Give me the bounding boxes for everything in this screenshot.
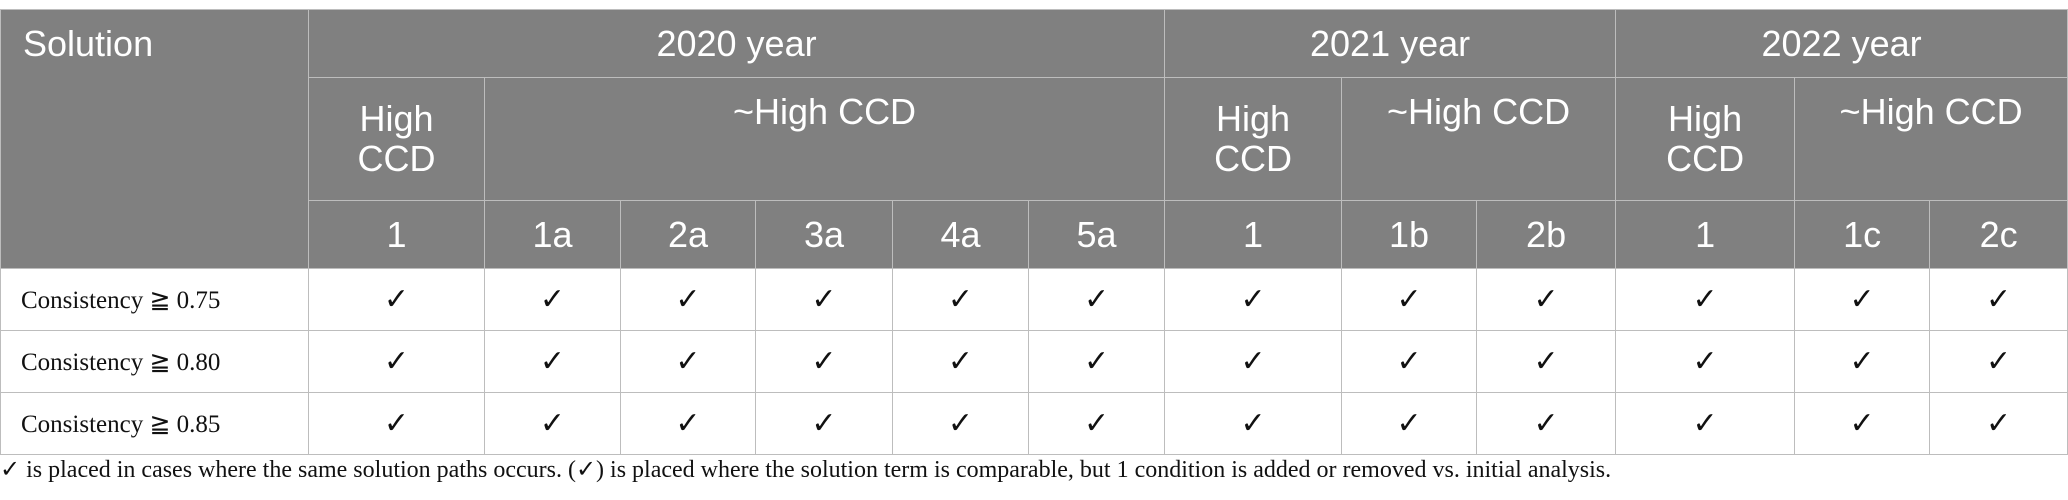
check-mark: ✓ (484, 268, 621, 331)
year-header-2022: 2022 year (1615, 9, 2068, 78)
high-ccd-header-2022: High CCD (1615, 77, 1796, 201)
year-header-2020: 2020 year (307, 9, 1166, 78)
check-mark: ✓ (1341, 268, 1478, 331)
check-mark: ✓ (1476, 392, 1617, 455)
check-mark: ✓ (484, 392, 621, 455)
check-mark: ✓ (1027, 392, 1166, 455)
check-mark: ✓ (1027, 330, 1166, 393)
row-label: Consistency ≧ 0.85 (0, 392, 309, 455)
check-mark: ✓ (1615, 268, 1796, 331)
column-header: 2c (1929, 200, 2068, 269)
check-mark: ✓ (308, 392, 485, 455)
check-mark: ✓ (1794, 330, 1931, 393)
row-label: Consistency ≧ 0.80 (0, 330, 309, 393)
column-header: 1 (1615, 200, 1796, 269)
check-mark: ✓ (1341, 392, 1478, 455)
table-row: Consistency ≧ 0.80 ✓ ✓ ✓ ✓ ✓ ✓ ✓ ✓ ✓ ✓ ✓… (0, 330, 2068, 393)
table-footnote: ✓ is placed in cases where the same solu… (0, 457, 1612, 483)
check-mark: ✓ (755, 392, 893, 455)
not-high-ccd-header-2021: ~High CCD (1341, 77, 1617, 201)
column-header: 1b (1341, 200, 1478, 269)
check-mark: ✓ (1929, 268, 2068, 331)
year-header-2021: 2021 year (1164, 9, 1617, 78)
not-high-ccd-header-2020: ~High CCD (483, 77, 1166, 201)
column-header: 1 (308, 200, 485, 269)
check-mark: ✓ (620, 392, 756, 455)
check-mark: ✓ (755, 268, 893, 331)
high-ccd-header-2021: High CCD (1164, 77, 1343, 201)
check-mark: ✓ (1476, 330, 1617, 393)
check-mark: ✓ (1341, 330, 1478, 393)
column-header: 1 (1164, 200, 1343, 269)
high-ccd-header-2020: High CCD (308, 77, 485, 201)
check-mark: ✓ (892, 330, 1029, 393)
check-mark: ✓ (892, 392, 1029, 455)
check-mark: ✓ (620, 268, 756, 331)
check-mark: ✓ (1027, 268, 1166, 331)
table-row: Consistency ≧ 0.85 ✓ ✓ ✓ ✓ ✓ ✓ ✓ ✓ ✓ ✓ ✓… (0, 392, 2068, 455)
results-table: Solution 2020 year 2021 year 2022 year H… (0, 9, 2068, 455)
check-mark: ✓ (892, 268, 1029, 331)
check-mark: ✓ (1476, 268, 1617, 331)
table-row: Consistency ≧ 0.75 ✓ ✓ ✓ ✓ ✓ ✓ ✓ ✓ ✓ ✓ ✓… (0, 268, 2068, 331)
check-mark: ✓ (1794, 268, 1931, 331)
check-mark: ✓ (1164, 268, 1343, 331)
check-mark: ✓ (1164, 392, 1343, 455)
check-mark: ✓ (308, 330, 485, 393)
column-header: 2b (1476, 200, 1617, 269)
check-mark: ✓ (1164, 330, 1343, 393)
check-mark: ✓ (484, 330, 621, 393)
column-header: 1a (484, 200, 621, 269)
not-high-ccd-header-2022: ~High CCD (1794, 77, 2068, 201)
check-mark: ✓ (1615, 392, 1796, 455)
column-header: 1c (1794, 200, 1931, 269)
column-header: 3a (755, 200, 893, 269)
check-mark: ✓ (755, 330, 893, 393)
column-header: 2a (620, 200, 756, 269)
column-header: 4a (892, 200, 1029, 269)
check-mark: ✓ (1615, 330, 1796, 393)
row-label: Consistency ≧ 0.75 (0, 268, 309, 331)
check-mark: ✓ (1929, 330, 2068, 393)
solution-header: Solution (0, 9, 309, 269)
check-mark: ✓ (308, 268, 485, 331)
check-mark: ✓ (1929, 392, 2068, 455)
column-header: 5a (1027, 200, 1166, 269)
check-mark: ✓ (1794, 392, 1931, 455)
check-mark: ✓ (620, 330, 756, 393)
